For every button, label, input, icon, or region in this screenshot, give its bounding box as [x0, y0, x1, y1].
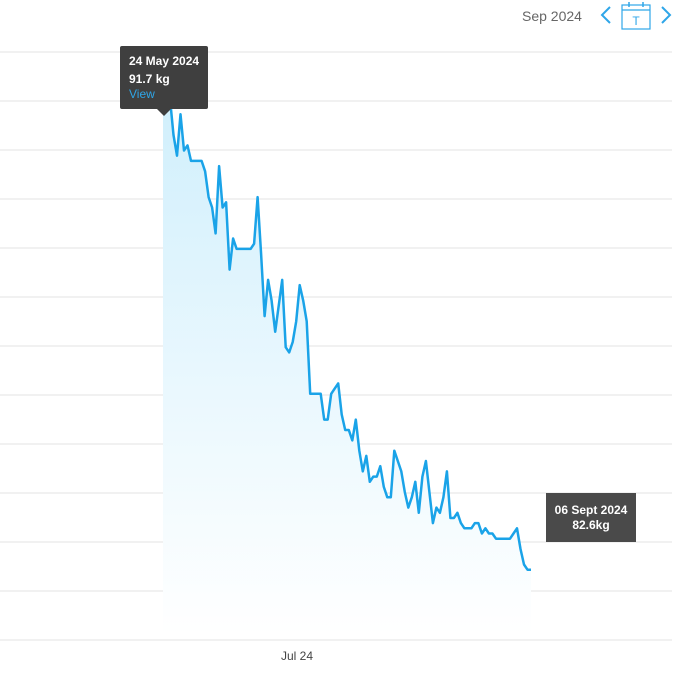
tooltip-weight: 91.7 kg: [129, 72, 170, 86]
calendar-icon[interactable]: T: [620, 1, 652, 31]
tooltip-date: 24 May 2024: [129, 54, 200, 68]
month-label: Sep 2024: [522, 8, 582, 24]
start-tooltip: 24 May 2024 91.7 kg View: [120, 46, 208, 109]
x-tick-label: Jul 24: [281, 649, 313, 663]
end-tooltip: 06 Sept 2024 82.6kg: [546, 493, 636, 542]
calendar-glyph: T: [632, 14, 640, 28]
weight-area: [163, 57, 531, 635]
chart-header: Sep 2024 T: [0, 0, 700, 36]
chevron-right-icon[interactable]: [657, 4, 675, 26]
weight-line: [161, 57, 531, 571]
tooltip-date: 06 Sept 2024: [554, 503, 628, 517]
tooltip-weight: 82.6kg: [572, 518, 610, 532]
tooltip-pointer: [157, 109, 171, 116]
chevron-left-icon[interactable]: [597, 4, 615, 26]
view-link[interactable]: View: [129, 87, 155, 101]
